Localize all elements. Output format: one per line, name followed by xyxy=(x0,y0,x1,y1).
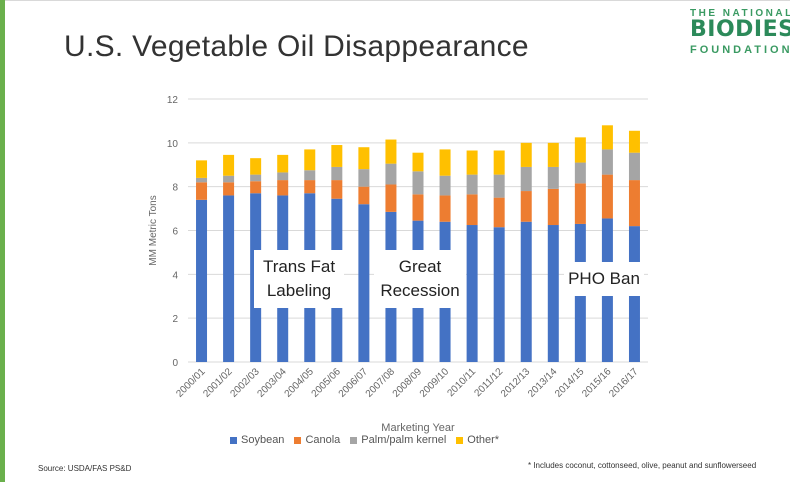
bar-segment xyxy=(547,166,559,189)
annotation-great-recession: Great Recession xyxy=(374,250,466,308)
bar-segment xyxy=(277,154,289,173)
bar-segment xyxy=(223,154,235,176)
annotation-pho-ban: PHO Ban xyxy=(564,262,644,296)
bar-segment xyxy=(304,180,316,194)
bar-segment xyxy=(412,152,424,172)
bar-segment xyxy=(277,180,289,196)
x-tick-label: 2010/11 xyxy=(445,366,478,399)
bar-segment xyxy=(601,125,613,150)
legend-swatch xyxy=(294,436,302,444)
bar-segment xyxy=(223,182,235,196)
bar-segment xyxy=(412,194,424,221)
legend-label: Other* xyxy=(467,434,500,446)
legend-item: Canola xyxy=(294,434,340,446)
bar-segment xyxy=(358,186,370,205)
slide-accent-bar xyxy=(0,0,5,482)
legend-item: Soybean xyxy=(230,434,284,446)
legend-item: Palm/palm kernel xyxy=(350,434,446,446)
bar-segment xyxy=(412,171,424,195)
bar-segment xyxy=(358,147,370,170)
legend-swatch xyxy=(456,436,464,444)
bar-segment xyxy=(439,149,451,176)
y-tick-label: 12 xyxy=(167,95,179,106)
legend-item: Other* xyxy=(456,434,499,446)
bar-segment xyxy=(331,145,343,167)
legend-label: Canola xyxy=(305,434,341,446)
bar-segment xyxy=(520,166,532,192)
legend-label: Palm/palm kernel xyxy=(361,434,447,446)
source-note: Source: USDA/FAS PS&D xyxy=(38,464,132,473)
bar-segment xyxy=(547,225,559,362)
logo-line-1: THE NATIONAL xyxy=(690,8,790,19)
bar-segment xyxy=(520,191,532,222)
bar-segment xyxy=(196,177,208,183)
annotation-trans-fat: Trans Fat Labeling xyxy=(254,250,344,308)
bar-segment xyxy=(601,149,613,175)
bar-segment xyxy=(628,180,640,227)
logo-line-3: FOUNDATION xyxy=(690,44,790,56)
bar-segment xyxy=(547,188,559,226)
y-tick-label: 6 xyxy=(172,227,178,238)
bar-segment xyxy=(385,139,397,164)
bar-segment xyxy=(331,166,343,181)
bar-segment xyxy=(439,195,451,222)
y-tick-label: 10 xyxy=(167,139,179,150)
bar-segment xyxy=(493,227,505,362)
bar-segment xyxy=(601,174,613,219)
bar-segment xyxy=(574,183,586,224)
y-tick-label: 8 xyxy=(172,183,178,194)
bar-segment xyxy=(628,130,640,153)
bar-segment xyxy=(466,174,478,195)
bar-segment xyxy=(223,175,235,183)
bar-segment xyxy=(331,180,343,199)
x-axis-label: Marketing Year xyxy=(381,422,455,434)
bar-segment xyxy=(466,150,478,175)
logo-line-2: BIODIESEL xyxy=(690,17,790,42)
y-tick-label: 0 xyxy=(172,358,178,369)
bar-segment xyxy=(385,184,397,212)
bar-segment xyxy=(304,170,316,181)
bar-segment xyxy=(628,152,640,181)
biodiesel-foundation-logo: THE NATIONAL BIODIESEL FOUNDATION xyxy=(690,8,790,60)
bar-segment xyxy=(358,204,370,362)
bar-segment xyxy=(466,225,478,362)
bar-segment xyxy=(250,181,262,194)
bar-segment xyxy=(358,169,370,187)
slide-title: U.S. Vegetable Oil Disappearance xyxy=(64,30,529,63)
bar-segment xyxy=(250,158,262,175)
bar-segment xyxy=(385,163,397,185)
bar-segment xyxy=(223,195,235,362)
bar-segment xyxy=(574,162,586,184)
bar-segment xyxy=(574,137,586,163)
bar-segment xyxy=(466,194,478,226)
footnote: * Includes coconut, cottonseed, olive, p… xyxy=(528,461,757,470)
y-tick-label: 4 xyxy=(172,270,178,281)
bar-segment xyxy=(493,174,505,198)
bar-segment xyxy=(304,149,316,171)
bar-segment xyxy=(493,150,505,175)
bar-segment xyxy=(520,221,532,362)
bar-segment xyxy=(547,142,559,167)
bar-segment xyxy=(196,182,208,200)
bar-segment xyxy=(520,142,532,167)
bar-segment xyxy=(196,199,208,362)
legend-swatch xyxy=(230,436,237,444)
y-axis-label: MM Metric Tons xyxy=(148,195,159,265)
x-tick-label: 2016/17 xyxy=(607,366,641,400)
legend-label: Soybean xyxy=(241,434,285,446)
bar-segment xyxy=(439,175,451,196)
bar-segment xyxy=(250,174,262,182)
bar-segment xyxy=(277,172,289,181)
bar-segment xyxy=(196,160,208,178)
y-tick-label: 2 xyxy=(172,314,178,325)
bar-segment xyxy=(493,197,505,228)
x-tick-label: 2009/10 xyxy=(418,366,452,400)
legend-swatch xyxy=(350,436,358,444)
chart-legend: Soybean Canola Palm/palm kernel Other* xyxy=(230,434,499,446)
